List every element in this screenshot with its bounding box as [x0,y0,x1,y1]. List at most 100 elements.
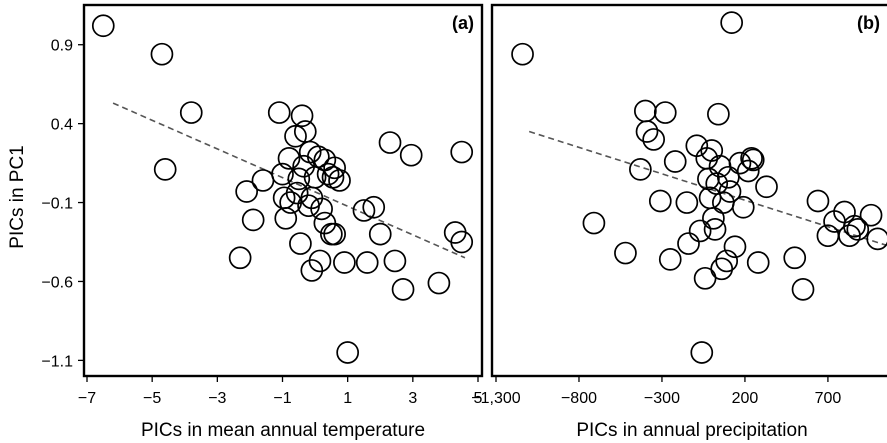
panel-a-data-point [228,246,252,270]
panel-b-data-point [653,101,677,124]
panel-b-points [511,11,887,364]
panel-a-label: (a) [452,13,474,33]
panel-b-data-point [693,266,717,290]
panel-a-x-tick-label: −3 [208,390,226,407]
panel-b-data-point [675,191,699,214]
panel-b-data-point [731,195,755,219]
panel-a-data-point [328,169,351,192]
panel-a-data-point [150,42,174,66]
panel-a-y-tick-label: −1.1 [41,353,73,370]
panel-b-data-point [816,224,840,248]
panel-b-data-point [715,249,739,273]
panel-b-data-point [634,99,657,123]
panel-b-data-point [582,211,606,235]
panel-b-x-tick-label: −800 [561,390,597,407]
panel-b-data-point [859,203,883,227]
panel-a-x-tick-label: 3 [408,390,417,407]
panel-a-data-point [333,251,356,274]
panel-b-data-point [728,151,752,175]
panel-b-data-point [663,150,687,173]
panel-a-x-tick-label: 5 [474,390,483,407]
panel-a-x-axis-label: PICs in mean annual temperature [141,420,425,441]
panel-b-data-point [697,167,720,191]
panel-b-data-point [642,128,666,151]
panel-a-data-point [287,167,311,191]
panel-a-x-tick-label: −7 [78,390,96,407]
panel-a: −7 −5 −3 −1 1 3 5 0.9 0.4 −0.1 −0.6 −1.1 (a) PICs i… [41,3,484,441]
panel-a-x-tick-label: −5 [143,390,161,407]
panel-b-ticks: −1,300 −800 −300 200 700 [471,376,841,407]
panel-a-data-point [271,162,294,186]
panel-a-data-point [272,186,296,210]
panel-a-x-tick-label: 1 [343,390,352,407]
panel-a-data-point [391,278,415,301]
panel-a-data-point [285,181,309,205]
panel-a-data-point [235,180,259,203]
panel-b-data-point [843,214,866,238]
panel-a-data-point [355,251,379,274]
panel-b-data-point [700,139,724,162]
panel-b-data-point [707,102,730,126]
panel-a-x-tick-label: −1 [273,390,291,407]
panel-b-data-point [629,158,652,181]
panel-b-data-point [635,120,659,143]
panel-a-points [91,14,474,364]
panel-b-frame [490,3,887,378]
panel-b-data-point [677,232,700,255]
panel-b-data-point [648,189,672,213]
panel-a-data-point [91,14,115,38]
panel-b-data-point [718,180,742,203]
panel-a-y-tick-label: −0.6 [41,274,73,291]
panel-b-data-point [698,186,722,210]
panel-b-data-point [736,159,760,183]
panel-b-label: (b) [857,13,880,33]
panel-b: −1,300 −800 −300 200 700 (b) PICs in annual … [471,3,887,441]
panel-b-x-tick-label: 200 [732,390,759,407]
panel-b-data-point [720,11,744,34]
panel-a-data-point [289,232,312,255]
panel-a-data-point [277,147,301,170]
panel-a-y-tick-label: −0.1 [41,196,73,213]
panel-b-data-point [658,248,682,271]
panel-b-data-point [846,218,870,241]
panel-a-data-point [427,271,451,295]
panel-b-data-point [783,246,807,270]
panel-b-data-point [614,241,637,265]
panel-a-ticks: −7 −5 −3 −1 1 3 5 0.9 0.4 −0.1 −0.6 −1.1 [41,38,482,407]
panel-b-data-point [866,227,887,251]
panel-b-x-tick-label: −1,300 [471,390,520,407]
panel-b-data-point [755,175,778,199]
panel-a-data-point [251,169,275,192]
panel-a-data-point [336,341,360,364]
panel-a-data-point [352,199,376,222]
panel-a-y-tick-label: 0.4 [51,117,73,134]
panel-a-data-point [450,140,474,164]
panel-a-data-point [450,230,474,254]
panel-a-data-point [378,131,402,154]
panel-b-data-point [791,278,815,301]
panel-a-data-point [300,259,324,282]
panel-a-data-point [362,195,386,219]
panel-b-x-tick-label: 700 [815,390,842,407]
panel-a-frame [82,3,484,378]
panel-a-data-point [267,101,291,124]
panel-a-data-point [443,221,467,244]
panel-b-data-point [710,257,734,281]
y-axis-label: PICs in PC1 [7,145,28,248]
panel-b-data-point [741,148,765,172]
panel-a-data-point [368,222,392,246]
panel-b-data-point [703,218,727,241]
panel-a-data-point [323,156,346,180]
panel-b-x-axis-label: PICs in annual precipitation [576,420,807,441]
panel-a-data-point [323,222,346,246]
panel-b-data-point [511,42,534,66]
panel-a-data-point [290,104,314,128]
panel-a-data-point [383,249,407,273]
panel-b-data-point [723,235,747,259]
panel-a-y-tick-label: 0.9 [51,38,73,55]
panel-b-data-point [740,147,763,170]
panel-a-data-point [153,158,177,181]
panel-a-data-point [179,101,203,124]
panel-b-data-point [806,189,830,213]
